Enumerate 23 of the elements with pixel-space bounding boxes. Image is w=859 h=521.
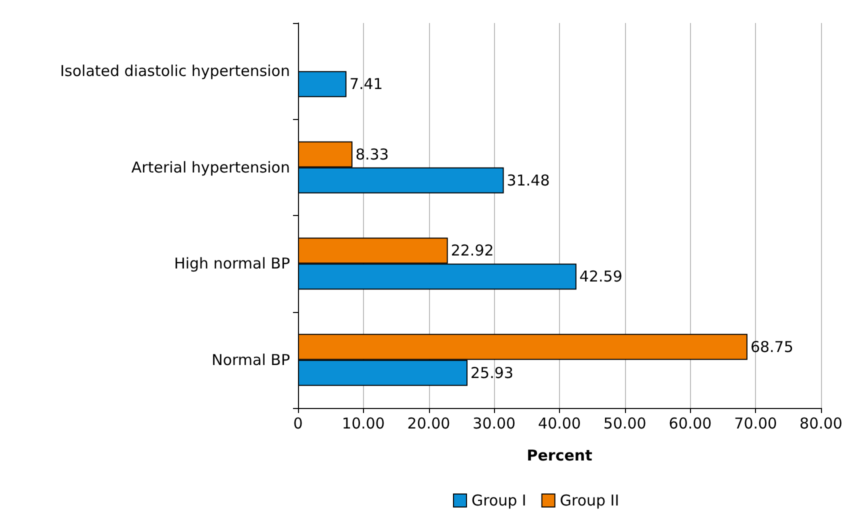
- x-tick-label: 20.00: [407, 414, 450, 432]
- x-tick-label: 30.00: [472, 414, 516, 432]
- y-tick-label: Arterial hypertension: [131, 158, 290, 176]
- data-label: 7.41: [349, 75, 383, 94]
- x-tick-label: 10.00: [342, 414, 385, 432]
- data-label: 31.48: [506, 171, 550, 190]
- x-tick-label: 60.00: [668, 414, 712, 432]
- x-axis-title: Percent: [526, 446, 592, 464]
- data-label: 25.93: [470, 364, 514, 382]
- y-tick-label: Normal BP: [212, 350, 290, 369]
- data-label: 68.75: [750, 338, 794, 356]
- legend-label: Group II: [560, 492, 620, 510]
- x-tick-label: 70.00: [734, 414, 778, 432]
- y-tick-label: Isolated diastolic hypertension: [60, 62, 290, 80]
- data-label: 42.59: [579, 268, 622, 286]
- x-tick-label: 0: [293, 414, 303, 432]
- x-tick-label: 40.00: [538, 414, 581, 432]
- data-label: 22.92: [450, 242, 494, 260]
- x-tick-label: 80.00: [800, 414, 842, 432]
- y-tick-label: High normal BP: [174, 254, 290, 273]
- x-tick-label: 50.00: [603, 414, 646, 432]
- legend-label: Group I: [472, 492, 526, 510]
- data-label: 8.33: [355, 145, 389, 164]
